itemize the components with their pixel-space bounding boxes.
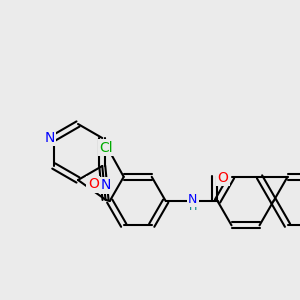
Text: Cl: Cl [99,141,112,154]
Text: H: H [189,202,197,212]
Text: N: N [188,193,198,206]
Text: O: O [217,171,228,185]
Text: N: N [45,131,55,145]
Text: N: N [100,178,111,192]
Text: O: O [88,177,99,191]
